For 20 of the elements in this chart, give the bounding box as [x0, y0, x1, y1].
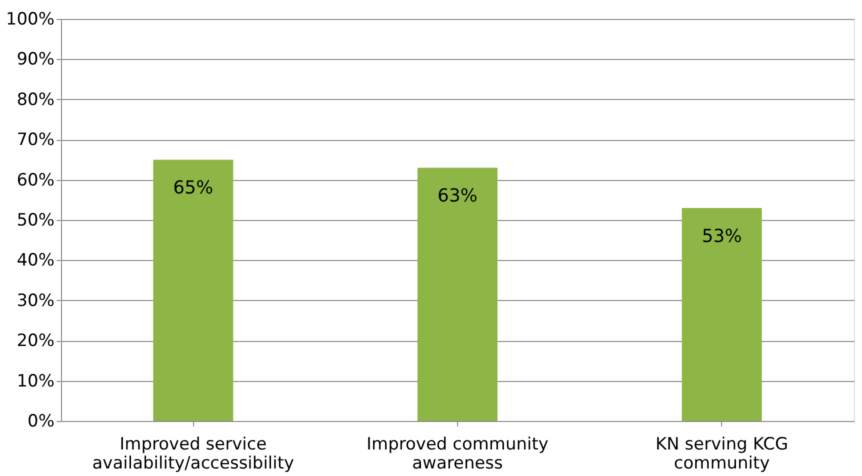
data-label: 63%: [437, 186, 478, 207]
bar: [682, 208, 762, 421]
y-tick-label: 20%: [16, 331, 54, 352]
x-tick-label: Improved community awareness: [366, 434, 548, 474]
y-tick-label: 100%: [6, 10, 54, 30]
y-tick-label: 0%: [28, 412, 54, 432]
y-tick-label: 30%: [16, 290, 54, 311]
y-tick-label: 10%: [16, 371, 54, 392]
bar: [153, 160, 234, 421]
y-tick-label: 70%: [16, 130, 54, 150]
y-tick-label: 80%: [16, 90, 54, 110]
y-tick-label: 60%: [16, 170, 54, 190]
y-tick-label: 90%: [16, 50, 54, 70]
data-label: 53%: [702, 226, 742, 247]
data-label: 65%: [173, 178, 214, 199]
x-tick-label: Improved service availability/accessibility: [92, 434, 294, 474]
y-tick-label: 50%: [16, 210, 54, 230]
bar: [418, 168, 498, 421]
y-tick-label: 40%: [16, 250, 54, 271]
x-tick-label: KN serving KCG community: [656, 434, 788, 474]
